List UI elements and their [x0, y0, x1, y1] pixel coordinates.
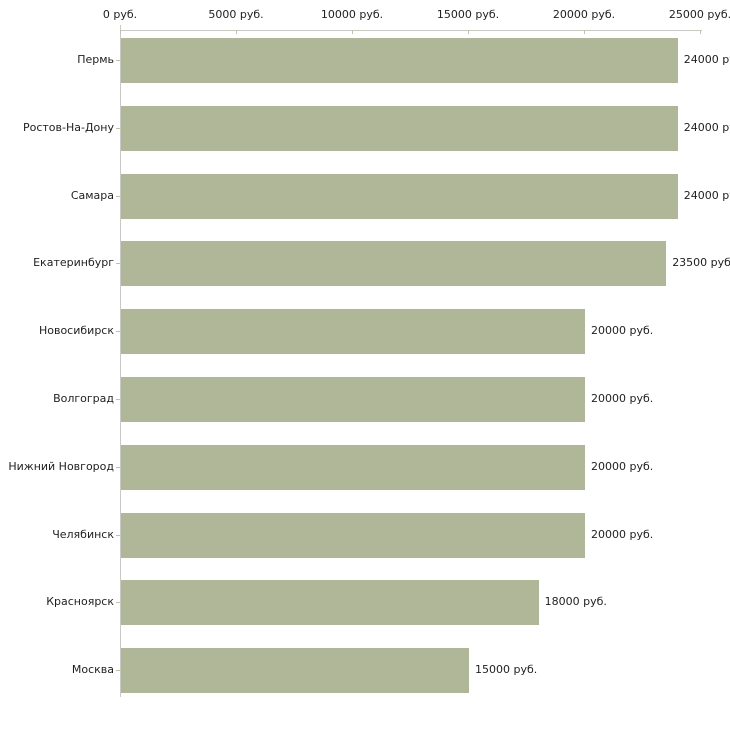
y-tick-mark: [116, 331, 120, 332]
x-tick-mark: [468, 30, 469, 34]
x-tick-label: 15000 руб.: [436, 8, 500, 21]
y-tick-mark: [116, 196, 120, 197]
value-label: 20000 руб.: [591, 392, 654, 405]
value-label: 20000 руб.: [591, 324, 654, 337]
category-label: Нижний Новгород: [8, 460, 114, 473]
x-tick-label: 20000 руб.: [552, 8, 616, 21]
x-tick-label: 25000 руб.: [668, 8, 730, 21]
value-label: 24000 руб.: [683, 53, 730, 66]
bar: [121, 105, 678, 151]
category-label: Новосибирск: [38, 324, 114, 337]
value-label: 18000 руб.: [544, 595, 607, 608]
y-tick-mark: [116, 128, 120, 129]
y-tick-mark: [116, 263, 120, 264]
bar: [121, 308, 585, 354]
y-tick-mark: [116, 467, 120, 468]
x-axis-line: [120, 30, 702, 31]
category-label: Красноярск: [46, 595, 114, 608]
y-tick-mark: [116, 535, 120, 536]
category-label: Ростов-На-Дону: [22, 121, 114, 134]
y-axis-line: [120, 25, 121, 697]
category-label: Челябинск: [52, 528, 114, 541]
category-label: Москва: [71, 663, 114, 676]
y-tick-mark: [116, 399, 120, 400]
value-label: 15000 руб.: [475, 663, 538, 676]
value-label: 23500 руб.: [672, 256, 730, 269]
value-label: 20000 руб.: [591, 528, 654, 541]
category-label: Волгоград: [53, 392, 114, 405]
y-tick-mark: [116, 60, 120, 61]
value-label: 20000 руб.: [591, 460, 654, 473]
x-tick-label: 5000 руб.: [208, 8, 264, 21]
bar: [121, 579, 539, 625]
category-label: Самара: [70, 189, 114, 202]
bar: [121, 512, 585, 558]
value-label: 24000 руб.: [683, 121, 730, 134]
y-tick-mark: [116, 602, 120, 603]
bar: [121, 240, 667, 286]
x-tick-label: 0 руб.: [102, 8, 138, 21]
category-label: Пермь: [77, 53, 114, 66]
bar: [121, 37, 678, 83]
x-tick-mark: [120, 30, 121, 34]
y-tick-mark: [116, 670, 120, 671]
x-tick-mark: [236, 30, 237, 34]
x-tick-mark: [584, 30, 585, 34]
bar: [121, 173, 678, 219]
category-label: Екатеринбург: [33, 256, 114, 269]
x-tick-label: 10000 руб.: [320, 8, 384, 21]
value-label: 24000 руб.: [683, 189, 730, 202]
bar: [121, 647, 469, 693]
bar: [121, 376, 585, 422]
bar: [121, 444, 585, 490]
x-tick-mark: [352, 30, 353, 34]
x-tick-mark: [700, 30, 701, 34]
